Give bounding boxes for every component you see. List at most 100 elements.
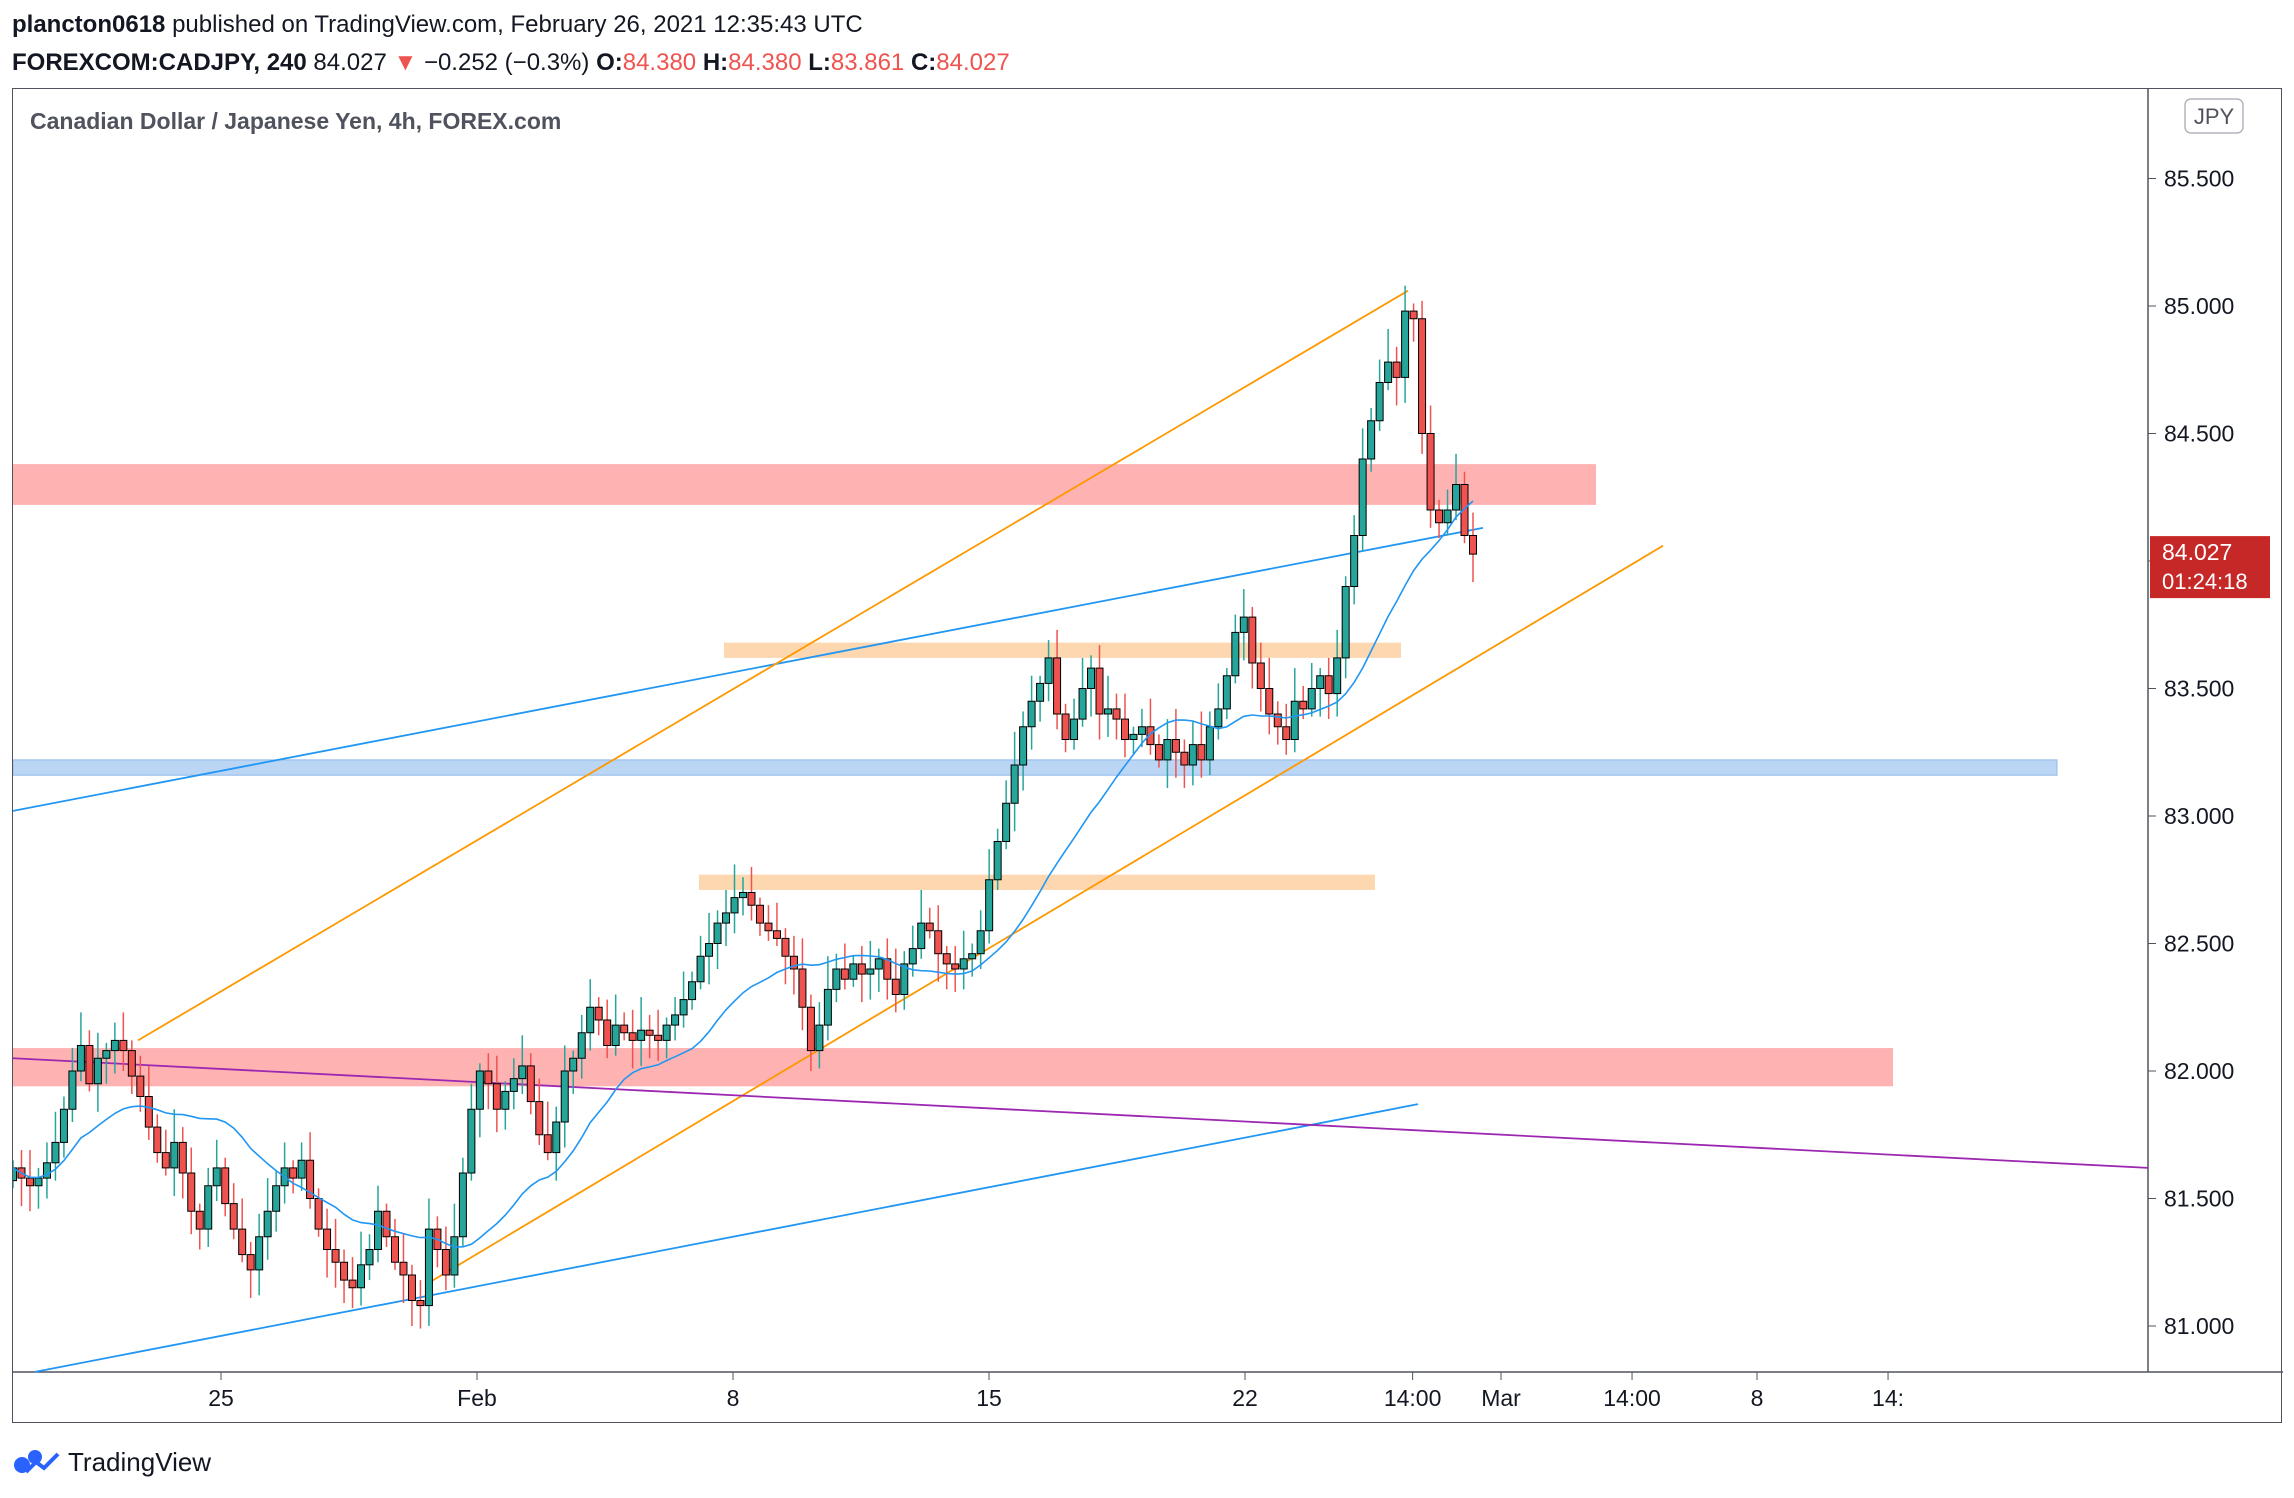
time-tick-label: 15 xyxy=(976,1385,1002,1411)
candle-body xyxy=(144,1096,153,1128)
candle xyxy=(204,1167,213,1247)
candle xyxy=(467,1083,476,1181)
resistance-zone-upper xyxy=(13,464,1596,505)
candle-body xyxy=(1307,688,1316,710)
published-text: published on TradingView.com, February 2… xyxy=(172,11,863,38)
chart-frame[interactable]: 85.50085.00084.50084.00083.50083.00082.5… xyxy=(12,88,2283,1424)
price-tick-label: 83.000 xyxy=(2164,803,2234,829)
candle-body xyxy=(390,1236,399,1263)
candle-body xyxy=(671,1014,680,1026)
currency-badge[interactable]: JPY xyxy=(2184,98,2244,134)
candle xyxy=(68,1048,77,1122)
candle-body xyxy=(620,1024,629,1034)
candle xyxy=(951,946,960,992)
candle-body xyxy=(509,1078,518,1092)
candle xyxy=(569,1050,578,1094)
candle xyxy=(1163,719,1172,788)
minor-zone-upper xyxy=(724,642,1401,658)
tradingview-footer[interactable]: TradingView xyxy=(12,1442,211,1482)
candle xyxy=(170,1109,179,1196)
candle xyxy=(331,1218,340,1288)
candle-body xyxy=(908,948,917,965)
candle-body xyxy=(246,1254,255,1271)
candle-body xyxy=(942,953,951,965)
candle xyxy=(1137,708,1146,748)
blue-trendline-lower xyxy=(34,1103,1419,1373)
candle-body xyxy=(747,892,756,906)
price-tick-label: 82.500 xyxy=(2164,931,2234,957)
candle-body xyxy=(1273,713,1282,728)
candle-body xyxy=(195,1210,204,1230)
candle-body xyxy=(1418,318,1427,434)
candle xyxy=(390,1218,399,1270)
candle xyxy=(450,1203,459,1288)
candle xyxy=(144,1065,153,1140)
candle-body xyxy=(518,1065,527,1080)
currency-badge-label: JPY xyxy=(2194,104,2235,129)
candle xyxy=(433,1216,442,1268)
candle-body xyxy=(1120,718,1129,740)
candle-body xyxy=(204,1185,213,1230)
candle xyxy=(806,994,815,1071)
candle-body xyxy=(212,1167,221,1187)
candle-body xyxy=(399,1261,408,1276)
time-tick-label: 25 xyxy=(208,1385,234,1411)
candle xyxy=(1409,303,1418,342)
candle xyxy=(1392,346,1401,406)
candle-body xyxy=(874,958,883,970)
candle-body xyxy=(1104,708,1112,715)
candle-body xyxy=(806,1006,815,1052)
candle-body xyxy=(441,1249,450,1276)
candle-body xyxy=(688,981,697,1001)
candle xyxy=(1307,663,1316,717)
candle xyxy=(815,1002,824,1069)
candle xyxy=(1316,668,1325,717)
candle xyxy=(229,1183,238,1240)
publisher-name[interactable]: plancton0618 xyxy=(12,11,166,38)
time-tick-label: 14: xyxy=(1872,1385,1904,1411)
candle xyxy=(127,1040,136,1094)
price-tick-label: 83.500 xyxy=(2164,676,2234,702)
chart-title: Canadian Dollar / Japanese Yen, 4h, FORE… xyxy=(30,108,561,134)
candle-body xyxy=(424,1228,433,1307)
close-label: C: xyxy=(910,49,937,76)
candle-body xyxy=(365,1249,374,1266)
candle-body xyxy=(1239,616,1248,633)
orange-channel-upper xyxy=(137,289,1409,1042)
candle-body xyxy=(382,1210,391,1238)
candle-body xyxy=(374,1210,382,1250)
candle-body xyxy=(450,1236,459,1276)
candle xyxy=(306,1132,315,1209)
candle xyxy=(1299,685,1308,720)
time-tick-label: 8 xyxy=(1751,1385,1764,1411)
candle-body xyxy=(705,943,714,957)
candle-body xyxy=(187,1172,196,1212)
candle xyxy=(416,1280,425,1329)
candle-body xyxy=(1358,458,1367,536)
candle-body xyxy=(849,963,858,980)
candle xyxy=(1120,693,1129,758)
candle xyxy=(823,956,832,1041)
candle-body xyxy=(306,1159,315,1199)
candle xyxy=(1282,703,1291,755)
candle xyxy=(654,1009,663,1061)
price-chart[interactable]: 85.50085.00084.50084.00083.50083.00082.5… xyxy=(13,89,2283,1424)
candle xyxy=(755,897,764,936)
candle-body xyxy=(594,1006,603,1021)
candle xyxy=(713,910,722,969)
candle-body xyxy=(883,958,892,980)
candle-body xyxy=(577,1032,586,1059)
candle xyxy=(688,971,697,1010)
candle-body xyxy=(1137,726,1146,735)
candle xyxy=(289,1160,298,1194)
candle xyxy=(25,1150,34,1212)
candle xyxy=(1188,721,1197,786)
candle-body xyxy=(925,922,934,932)
candle-body xyxy=(1282,726,1291,740)
symbol-label[interactable]: FOREXCOM:CADJPY, 240 xyxy=(12,49,307,76)
candle xyxy=(577,1014,586,1079)
candle xyxy=(110,1022,119,1074)
candle-body xyxy=(1460,484,1469,536)
candle-body xyxy=(560,1070,569,1123)
candle xyxy=(1324,657,1333,720)
